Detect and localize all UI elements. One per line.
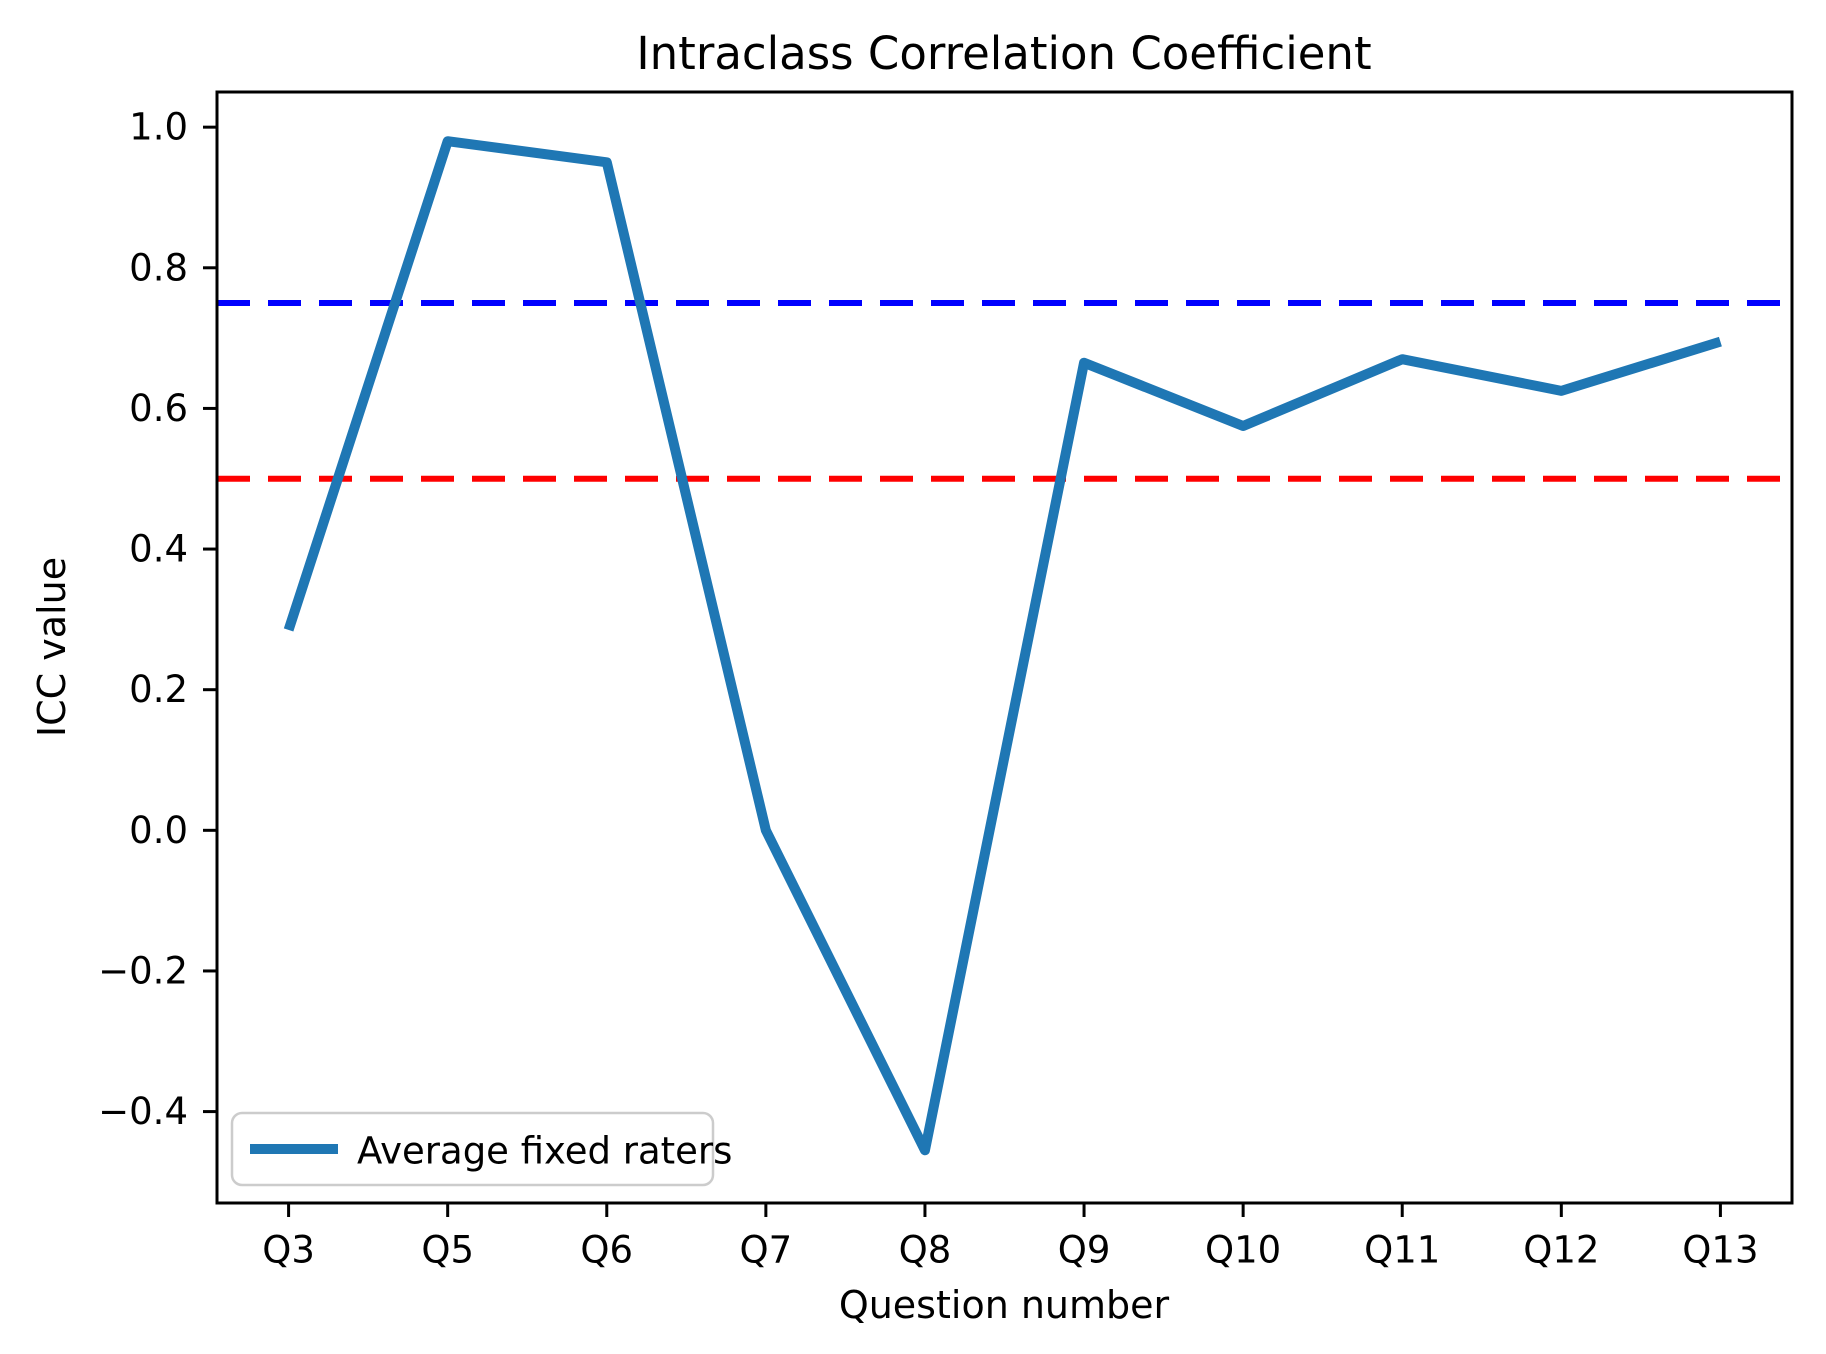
y-tick-label-1: 1.0 [129,106,188,149]
x-tick-label-Q8: Q8 [899,1229,952,1272]
x-tick-label-Q10: Q10 [1205,1229,1281,1272]
y-tick-label-0.8: 0.8 [129,246,188,289]
legend-entry-label: Average fixed raters [357,1130,732,1173]
x-tick-label-Q7: Q7 [740,1229,793,1272]
y-tick-label-0.2: 0.2 [129,668,188,711]
series-line-average-fixed-raters [283,136,1722,1156]
y-axis-label: ICC value [30,557,74,737]
x-tick-label-Q5: Q5 [421,1229,474,1272]
x-axis-label: Question number [839,1283,1170,1327]
x-tick-label-Q13: Q13 [1682,1229,1758,1272]
x-tick-label-Q3: Q3 [262,1229,315,1272]
plot-area: 1.0 0.8 0.6 0.4 0.2 0.0 −0.2 −0.4 Q3 Q5 Q6 Q7 Q8 Q9 Q1… [98,106,1792,1272]
y-tick-label--0.4: −0.4 [98,1090,188,1133]
legend: Average fixed raters [230,1111,732,1187]
x-tick-label-Q12: Q12 [1523,1229,1599,1272]
x-tick-label-Q9: Q9 [1058,1229,1111,1272]
x-tick-label-Q6: Q6 [580,1229,633,1272]
y-tick-label-0.4: 0.4 [129,528,188,571]
x-tick-label-Q11: Q11 [1364,1229,1440,1272]
y-tick-label--0.2: −0.2 [98,949,188,992]
legend-box [230,1111,715,1187]
chart-title: Intraclass Correlation Coefficient [636,27,1371,80]
axes-frame [215,90,1794,1205]
y-tick-label-0.6: 0.6 [129,387,188,430]
y-tick-label-0: 0.0 [129,809,188,852]
